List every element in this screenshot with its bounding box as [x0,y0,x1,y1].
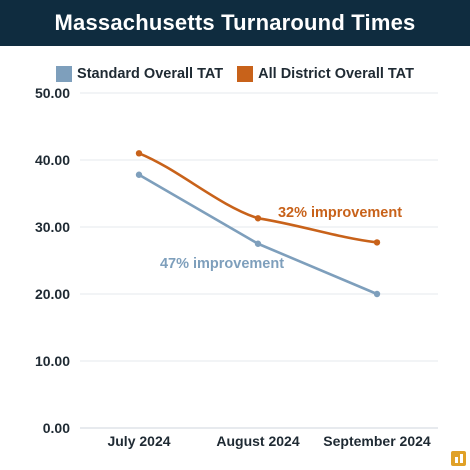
legend-swatch-all-district [237,66,254,82]
chart-title: Massachusetts Turnaround Times [54,10,416,35]
annotation-standard: 47% improvement [160,256,284,272]
series-line-1 [137,152,379,244]
legend-swatch-standard [56,66,73,82]
y-tick-label-3: 30.00 [35,219,70,235]
data-point-s0-0 [135,171,143,178]
legend: Standard Overall TAT All District Overal… [0,66,470,82]
legend-item-all-district: All District Overall TAT [237,66,414,82]
data-point-s0-2 [373,290,381,298]
x-tick-label-2: September 2024 [323,433,431,449]
y-tick-label-0: 0.00 [43,420,70,436]
data-point-s0-1 [254,240,262,247]
data-point-s1-1 [254,215,262,222]
series-line-0 [137,173,379,296]
data-point-s1-2 [373,239,381,246]
legend-label-all-district: All District Overall TAT [258,66,414,82]
y-tick-label-4: 40.00 [35,152,70,168]
y-tick-label-1: 10.00 [35,353,70,369]
data-point-s1-0 [135,150,143,157]
legend-label-standard: Standard Overall TAT [77,66,224,82]
y-tick-label-2: 20.00 [35,286,70,302]
x-tick-label-0: July 2024 [107,433,170,449]
x-tick-label-1: August 2024 [216,433,299,449]
title-bar: Massachusetts Turnaround Times [0,0,470,46]
legend-item-standard: Standard Overall TAT [56,66,223,82]
bar-chart-logo-icon [451,451,466,466]
y-tick-label-5: 50.00 [35,85,70,101]
annotation-all-district: 32% improvement [278,205,402,221]
